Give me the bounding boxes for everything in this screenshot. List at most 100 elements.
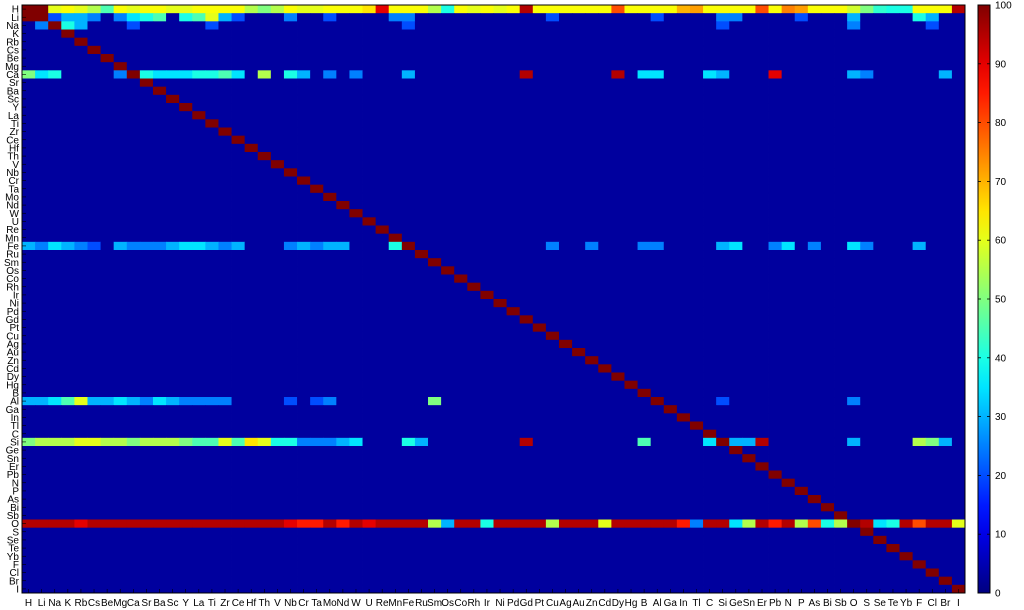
heatmap-cell-Hg-Bi — [820, 380, 835, 390]
heatmap-cell-Li-Zr — [218, 13, 232, 22]
heatmap-cell-Ti-H — [22, 119, 36, 128]
heatmap-cell-Er-Na — [48, 462, 62, 471]
heatmap-cell-Sn-Ge — [729, 454, 743, 463]
heatmap-cell-C-Ge — [729, 429, 743, 439]
heatmap-cell-As-B — [637, 495, 652, 504]
heatmap-cell-Cd-Mg — [113, 364, 128, 373]
heatmap-cell-H-S — [860, 5, 874, 14]
heatmap-cell-Ta-Sn — [742, 184, 756, 194]
heatmap-cell-Gd-Ge — [729, 315, 743, 324]
heatmap-cell-Li-P — [794, 13, 809, 22]
heatmap-cell-Pb-Zr — [218, 470, 232, 480]
heatmap-cell-Pb-Se — [873, 470, 887, 480]
heatmap-cell-C-P — [794, 429, 809, 439]
heatmap-cell-Ir-Ru — [414, 290, 429, 300]
heatmap-cell-Se-Ga — [663, 535, 678, 545]
heatmap-cell-Gd-Yb — [899, 315, 914, 324]
heatmap-cell-Be-Si — [716, 54, 730, 63]
heatmap-cell-O-C — [703, 519, 717, 529]
heatmap-cell-Ge-N — [781, 446, 796, 455]
heatmap-cell-Hg-Hg — [624, 380, 638, 390]
heatmap-cell-Hf-Zn — [585, 143, 599, 153]
heatmap-cell-H-Br — [938, 5, 953, 14]
heatmap-cell-P-Y — [179, 486, 193, 496]
heatmap-cell-Co-Gd — [519, 274, 534, 284]
heatmap-cell-Hf-Au — [572, 143, 586, 153]
heatmap-cell-K-Mo — [323, 29, 337, 39]
heatmap-cell-Ba-Ta — [310, 86, 324, 96]
heatmap-cell-Tl-O — [847, 421, 861, 431]
heatmap-cell-Er-Ag — [558, 462, 573, 471]
heatmap-cell-W-Rb — [74, 209, 88, 218]
heatmap-cell-Rh-U — [362, 282, 377, 292]
heatmap-cell-Nd-La — [192, 201, 206, 210]
heatmap-cell-Sm-V — [270, 258, 285, 267]
heatmap-cell-Se-Pd — [506, 535, 521, 545]
heatmap-cell-Y-Fe — [401, 103, 416, 112]
heatmap-cell-C-Pd — [506, 429, 521, 439]
heatmap-cell-La-W — [349, 111, 363, 120]
heatmap-cell-Cd-Re — [375, 364, 390, 373]
heatmap-cell-Bi-Mn — [388, 503, 403, 512]
heatmap-cell-Ni-Ge — [729, 299, 743, 308]
heatmap-cell-In-Na — [48, 413, 62, 422]
heatmap-cell-Ru-Cr — [297, 250, 311, 259]
heatmap-cell-Th-Sr — [139, 152, 154, 161]
heatmap-cell-Ir-Br — [938, 290, 953, 300]
heatmap-cell-Nb-W — [349, 168, 363, 177]
heatmap-cell-Rb-Nb — [283, 37, 298, 47]
heatmap-cell-Si-C — [703, 437, 717, 447]
heatmap-cell-K-Ba — [152, 29, 167, 39]
heatmap-cell-Na-Pt — [532, 21, 547, 30]
heatmap-cell-Se-Zn — [585, 535, 599, 545]
heatmap-cell-Th-Ru — [414, 152, 429, 161]
heatmap-cell-Nd-Bi — [820, 201, 835, 210]
heatmap-cell-P-Si — [716, 486, 730, 496]
heatmap-cell-Na-Mo — [323, 21, 337, 30]
heatmap-cell-Ta-Bi — [820, 184, 835, 194]
heatmap-cell-Ta-Cl — [925, 184, 940, 194]
heatmap-cell-Cs-H — [22, 45, 36, 55]
heatmap-cell-Ta-Na — [48, 184, 62, 194]
heatmap-cell-Re-Mn — [388, 225, 403, 235]
heatmap-cell-Pt-O — [847, 323, 861, 333]
heatmap-cell-P-C — [703, 486, 717, 496]
heatmap-cell-Re-Gd — [519, 225, 534, 235]
heatmap-cell-C-Cd — [598, 429, 612, 439]
heatmap-cell-F-Ir — [480, 560, 494, 569]
heatmap-cell-Hf-Cs — [87, 143, 101, 153]
heatmap-cell-Hg-Sc — [166, 380, 180, 390]
heatmap-cell-Pt-U — [362, 323, 377, 333]
heatmap-cell-Sc-Fe — [401, 94, 416, 104]
heatmap-cell-Mg-Sc — [166, 62, 180, 71]
heatmap-cell-Gd-Ta — [310, 315, 324, 324]
heatmap-cell-Re-Hf — [244, 225, 259, 235]
heatmap-cell-Ru-Re — [375, 250, 390, 259]
heatmap-cell-Re-Ta — [310, 225, 324, 235]
heatmap-cell-Ce-Ca — [126, 135, 141, 145]
heatmap-cell-Ag-Bi — [820, 339, 835, 349]
heatmap-cell-Sm-U — [362, 258, 377, 267]
heatmap-cell-Yb-Ti — [205, 552, 219, 561]
heatmap-cell-Cs-In — [676, 45, 691, 55]
heatmap-cell-Na-As — [807, 21, 822, 30]
heatmap-cell-F-Pd — [506, 560, 521, 569]
heatmap-cell-Na-Sr — [139, 21, 154, 30]
heatmap-cell-Rh-Co — [454, 282, 468, 292]
heatmap-cell-K-Re — [375, 29, 390, 39]
heatmap-cell-Te-B — [637, 544, 652, 553]
heatmap-cell-Al-Re — [375, 397, 390, 406]
heatmap-cell-Ir-Ta — [310, 290, 324, 300]
heatmap-cell-Os-Yb — [899, 266, 914, 275]
heatmap-cell-Cs-Au — [572, 45, 586, 55]
heatmap-cell-Cs-Si — [716, 45, 730, 55]
heatmap-cell-Zr-Sb — [834, 127, 848, 137]
heatmap-cell-Mo-S — [860, 192, 874, 202]
heatmap-cell-Ce-U — [362, 135, 377, 145]
heatmap-cell-Ta-Os — [441, 184, 455, 194]
heatmap-cell-Os-In — [676, 266, 691, 275]
heatmap-cell-Sm-In — [676, 258, 691, 267]
heatmap-cell-Fe-Pd — [506, 241, 521, 251]
heatmap-cell-Nd-Ru — [414, 201, 429, 210]
heatmap-cell-Sr-Ag — [558, 78, 573, 88]
